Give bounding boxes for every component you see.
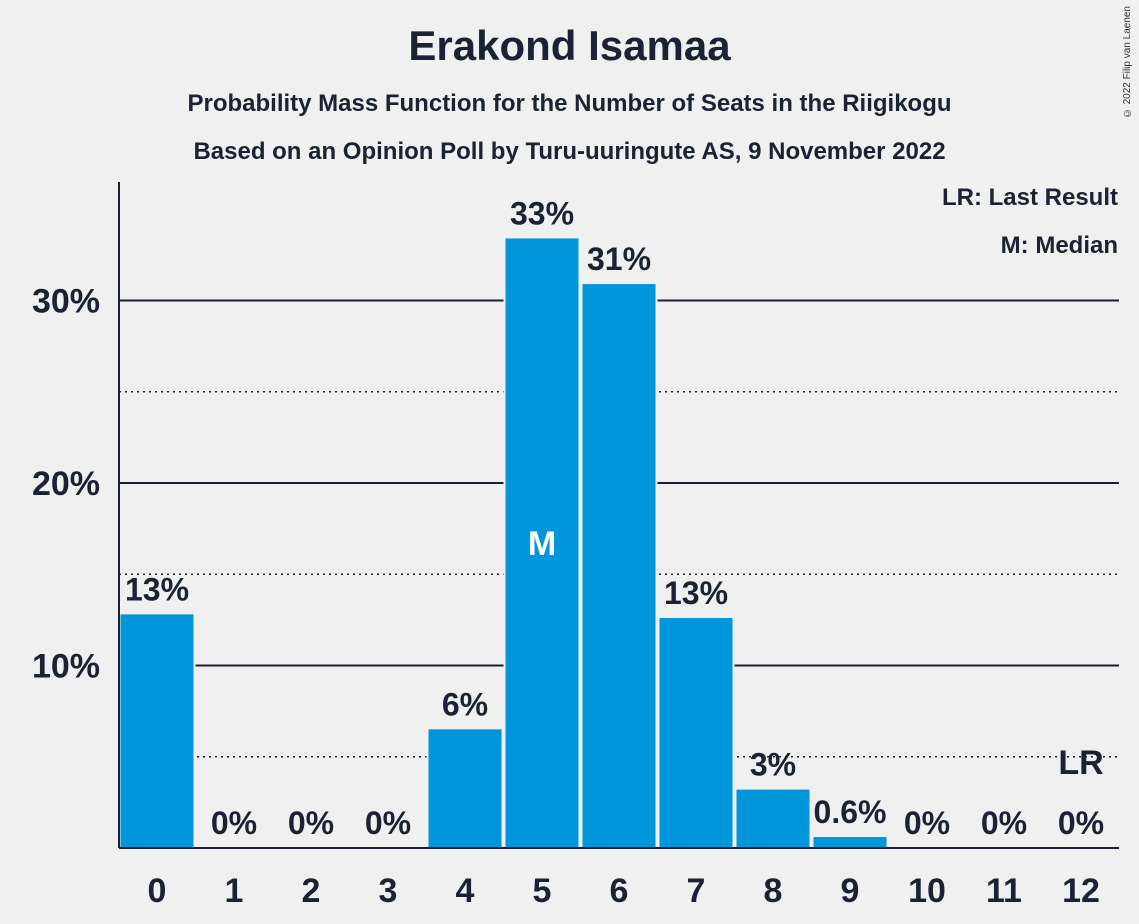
bar-value-label: 33%: [510, 195, 574, 231]
legend-last-result: LR: Last Result: [941, 184, 1118, 211]
bar-seats-7: [659, 618, 733, 848]
bar-value-label: 0%: [288, 805, 334, 841]
bar-seats-5: [505, 238, 579, 848]
bar-value-label: 0%: [981, 805, 1027, 841]
chart-title: Erakond Isamaa: [408, 22, 731, 69]
x-tick-label: 0: [148, 872, 167, 910]
x-tick-label: 8: [764, 872, 783, 910]
bar-value-label: 6%: [442, 686, 488, 722]
x-tick-label: 9: [841, 872, 860, 910]
bar-value-label: 31%: [587, 241, 651, 277]
median-marker: M: [528, 525, 556, 563]
x-tick-label: 3: [379, 872, 398, 910]
last-result-marker: LR: [1058, 744, 1103, 782]
y-tick-label: 20%: [32, 465, 100, 503]
bar-seats-6: [582, 284, 656, 848]
x-tick-label: 5: [533, 872, 552, 910]
x-tick-label: 2: [302, 872, 321, 910]
bar-seats-4: [428, 729, 502, 848]
chart-source: Based on an Opinion Poll by Turu-uuringu…: [193, 138, 946, 165]
bar-value-label: 0.6%: [814, 794, 887, 830]
bar-seats-9: [813, 837, 887, 848]
x-tick-label: 7: [687, 872, 706, 910]
legend-median: M: Median: [1000, 232, 1118, 259]
chart-subtitle: Probability Mass Function for the Number…: [187, 90, 952, 117]
y-tick-label: 30%: [32, 283, 100, 321]
bar-value-label: 0%: [1058, 805, 1104, 841]
bar-value-label: 0%: [211, 805, 257, 841]
bar-value-label: 13%: [125, 571, 189, 607]
bar-seats-0: [120, 614, 194, 848]
x-tick-label: 4: [456, 872, 475, 910]
x-tick-label: 10: [908, 872, 946, 910]
bar-seats-8: [736, 789, 810, 848]
y-tick-label: 10%: [32, 648, 100, 686]
bar-value-label: 0%: [904, 805, 950, 841]
x-tick-label: 6: [610, 872, 629, 910]
x-tick-label: 1: [225, 872, 244, 910]
x-tick-label: 12: [1062, 872, 1100, 910]
bar-value-label: 13%: [664, 575, 728, 611]
bar-value-label: 0%: [365, 805, 411, 841]
x-tick-label: 11: [986, 872, 1022, 910]
bar-value-label: 3%: [750, 747, 796, 783]
